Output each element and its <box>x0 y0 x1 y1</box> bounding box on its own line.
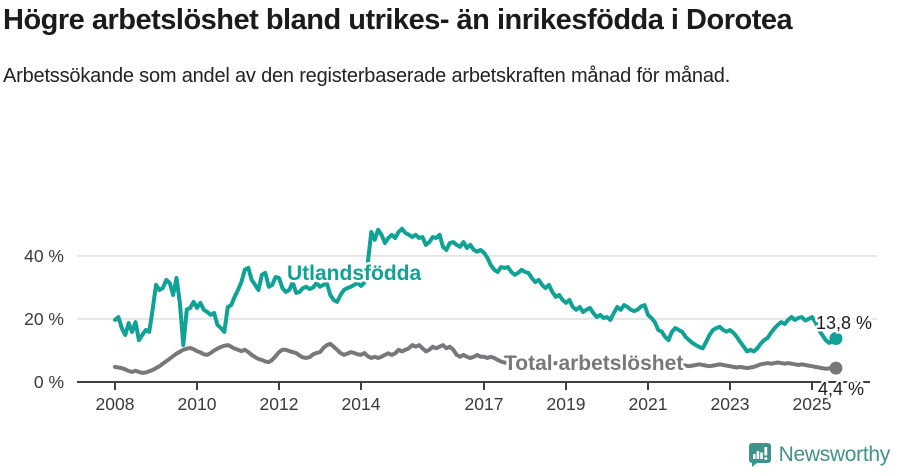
utlandsfodda-series-label: Utlandsfödda <box>287 262 421 285</box>
total-end-value: 4,4 % <box>818 379 864 399</box>
x-tick-label: 2025 <box>793 394 832 414</box>
x-tick-label: 2010 <box>178 394 217 414</box>
total-line <box>113 341 838 375</box>
x-tick-label: 2023 <box>711 394 750 414</box>
utlandsfodda-end-value: 13,8 % <box>816 313 872 333</box>
x-tick-label: 2017 <box>465 394 504 414</box>
newsworthy-logo: Newsworthy <box>748 442 890 468</box>
x-tick-label: 2019 <box>547 394 586 414</box>
total-end-dot <box>829 361 843 375</box>
chart-subtitle: Arbetssökande som andel av den registerb… <box>3 65 731 88</box>
x-tick-label: 2014 <box>342 394 381 414</box>
utlandsfodda-line <box>113 226 838 354</box>
y-tick-label: 0 % <box>34 372 64 392</box>
newsworthy-wordmark: Newsworthy <box>778 443 891 466</box>
y-tick-label: 40 % <box>24 246 64 266</box>
chart-header: Högre arbetslöshet bland utrikes- än inr… <box>3 2 863 91</box>
newsworthy-icon <box>748 443 771 467</box>
total-series-label: Total arbetslöshet <box>504 352 683 375</box>
x-tick-label: 2012 <box>260 394 299 414</box>
page-title: Högre arbetslöshet bland utrikes- än inr… <box>3 4 793 36</box>
x-tick-label: 2008 <box>96 394 135 414</box>
utlandsfodda-end-dot <box>829 332 843 346</box>
y-tick-label: 20 % <box>24 309 64 329</box>
x-tick-label: 2021 <box>629 394 668 414</box>
